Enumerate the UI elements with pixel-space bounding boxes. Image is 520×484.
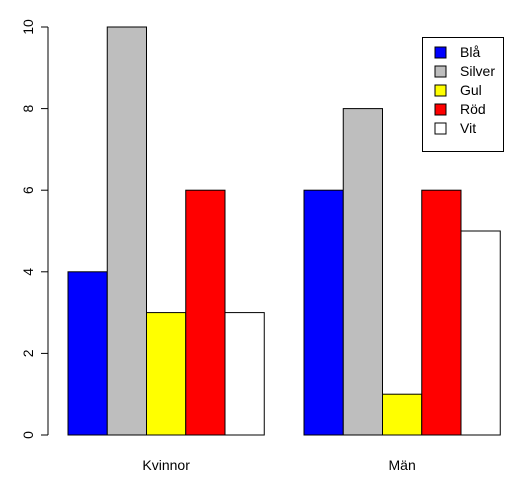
bar-1-5 bbox=[224, 312, 265, 436]
legend-swatch bbox=[434, 65, 447, 78]
legend-label: Silver bbox=[460, 63, 495, 79]
bar-1-2 bbox=[106, 26, 147, 436]
x-axis-labels: Kvinnor Män bbox=[142, 457, 415, 473]
y-tick-label: 0 bbox=[20, 431, 36, 439]
legend-swatch bbox=[434, 84, 447, 97]
bar-2-4 bbox=[421, 189, 462, 436]
bar-2-1 bbox=[303, 189, 344, 436]
y-tick-label: 8 bbox=[20, 104, 36, 112]
legend-label: Röd bbox=[460, 101, 486, 117]
legend-swatch bbox=[434, 46, 447, 59]
legend-swatch bbox=[434, 122, 447, 135]
bar-2-2 bbox=[342, 108, 383, 436]
y-tick-label: 2 bbox=[20, 349, 36, 357]
bar-1-4 bbox=[185, 189, 226, 436]
bar-2-5 bbox=[460, 230, 501, 436]
legend-label: Vit bbox=[460, 120, 476, 136]
bars-layer bbox=[67, 26, 501, 436]
y-tick-label: 4 bbox=[20, 268, 36, 276]
x-category-label: Män bbox=[389, 457, 416, 473]
y-tick-label: 6 bbox=[20, 186, 36, 194]
x-category-label: Kvinnor bbox=[142, 457, 190, 473]
legend: Blå Silver Gul Röd Vit bbox=[422, 37, 504, 152]
legend-swatch bbox=[434, 103, 447, 116]
y-axis: 0 2 4 6 8 10 bbox=[20, 19, 49, 439]
bar-2-3 bbox=[382, 393, 423, 436]
bar-1-1 bbox=[67, 271, 108, 436]
legend-label: Blå bbox=[460, 44, 480, 60]
legend-label: Gul bbox=[460, 82, 482, 98]
y-tick-label: 10 bbox=[20, 19, 36, 35]
bar-1-3 bbox=[146, 312, 187, 436]
